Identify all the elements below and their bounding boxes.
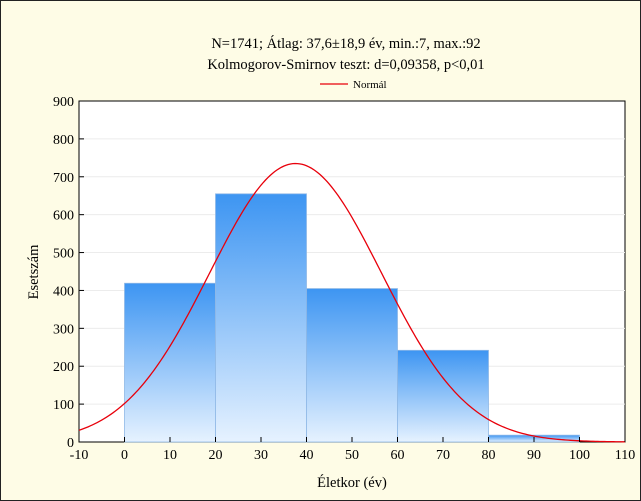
x-tick-label: 20 bbox=[209, 448, 223, 463]
y-tick-label: 300 bbox=[53, 322, 74, 337]
y-tick-label: 700 bbox=[53, 171, 74, 186]
chart-title-line2: Kolmogorov-Smirnov teszt: d=0,09358, p<0… bbox=[207, 57, 484, 73]
y-tick-label: 0 bbox=[67, 436, 74, 451]
x-axis-label: Életkor (év) bbox=[317, 474, 387, 491]
y-tick-label: 500 bbox=[53, 247, 74, 262]
normal-curve bbox=[78, 162, 626, 443]
y-tick-label: 100 bbox=[53, 398, 74, 413]
histogram-bar-1 bbox=[124, 282, 216, 443]
y-tick-label: 800 bbox=[53, 133, 74, 148]
x-tick-label: 30 bbox=[254, 448, 268, 463]
x-tick-label: -10 bbox=[70, 448, 89, 463]
y-tick-label: 400 bbox=[53, 284, 74, 299]
histogram-bar-4 bbox=[397, 349, 489, 443]
y-tick-label: 900 bbox=[53, 95, 74, 110]
histogram-bar-2 bbox=[215, 193, 307, 443]
y-tick-label: 200 bbox=[53, 360, 74, 375]
x-tick-label: 100 bbox=[569, 448, 590, 463]
x-tick-label: 80 bbox=[482, 448, 496, 463]
x-tick-label: 90 bbox=[527, 448, 541, 463]
chart-title-line1: N=1741; Átlag: 37,6±18,9 év, min.:7, max… bbox=[211, 35, 480, 52]
x-tick-label: 110 bbox=[615, 448, 635, 463]
x-tick-label: 60 bbox=[391, 448, 405, 463]
y-axis-label: Esetszám bbox=[26, 244, 42, 299]
y-tick-label: 600 bbox=[53, 209, 74, 224]
legend-normal-label: Normál bbox=[353, 79, 387, 91]
x-tick-label: 10 bbox=[163, 448, 177, 463]
x-tick-label: 50 bbox=[345, 448, 359, 463]
x-tick-label: 70 bbox=[436, 448, 450, 463]
x-tick-label: 40 bbox=[300, 448, 314, 463]
x-tick-label: 0 bbox=[121, 448, 128, 463]
histogram-bar-3 bbox=[306, 288, 398, 443]
